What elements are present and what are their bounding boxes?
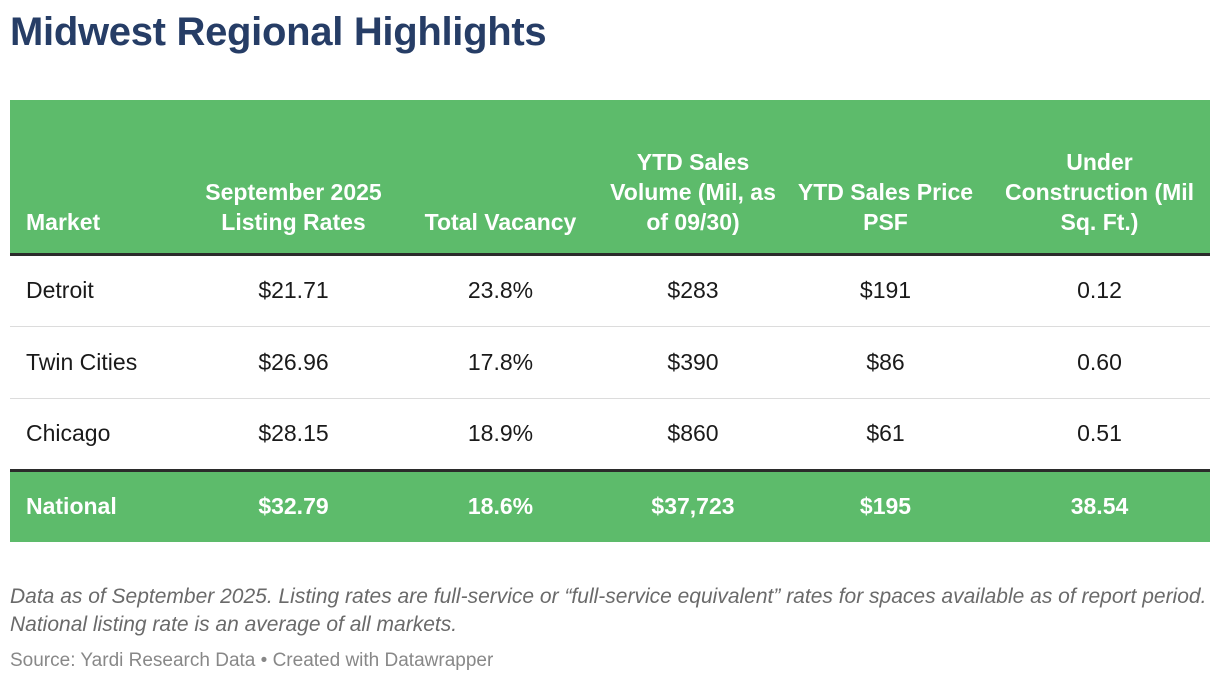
vacancy-cell: 18.6%	[467, 493, 534, 520]
column-header-under-construction: Under Construction (Mil Sq. Ft.)	[989, 100, 1210, 256]
vacancy-cell: 17.8%	[397, 326, 604, 399]
column-header-sales-volume: YTD Sales Volume (Mil, as of 09/30)	[604, 100, 782, 256]
column-header-price-psf: YTD Sales Price PSF	[782, 100, 989, 256]
market-name-cell: Chicago	[10, 398, 190, 472]
table-row-detroit: Detroit $21.71 23.8% $283 $191 0.12	[10, 254, 1210, 327]
table-row-national-total: National $32.79 18.6% $37,723 $195 38.54	[10, 470, 1210, 542]
under-construction-cell: 38.54	[1070, 493, 1129, 520]
under-construction-cell: 0.51	[989, 398, 1210, 472]
sales-volume-cell: $860	[604, 398, 782, 472]
listing-rate-cell: $26.96	[190, 326, 397, 399]
price-psf-cell: $61	[782, 398, 989, 472]
sales-volume-cell: $390	[604, 326, 782, 399]
sales-volume-cell: $283	[604, 254, 782, 327]
data-table: Market September 2025 Listing Rates Tota…	[10, 100, 1210, 542]
price-psf-cell: $86	[782, 326, 989, 399]
listing-rate-cell: $28.15	[190, 398, 397, 472]
column-header-total-vacancy: Total Vacancy	[397, 100, 604, 256]
column-header-listing-rates: September 2025 Listing Rates	[190, 100, 397, 256]
vacancy-cell: 18.9%	[397, 398, 604, 472]
price-psf-cell: $195	[859, 493, 912, 520]
under-construction-cell: 0.60	[989, 326, 1210, 399]
under-construction-cell: 0.12	[989, 254, 1210, 327]
price-psf-cell: $191	[782, 254, 989, 327]
listing-rate-cell: $21.71	[190, 254, 397, 327]
table-header-row: Market September 2025 Listing Rates Tota…	[10, 100, 1210, 256]
market-name-cell: National	[26, 493, 117, 520]
market-name-cell: Twin Cities	[10, 326, 190, 399]
source-credit: Source: Yardi Research Data • Created wi…	[10, 650, 494, 671]
market-name-cell: Detroit	[10, 254, 190, 327]
page-title: Midwest Regional Highlights	[10, 10, 547, 54]
listing-rate-cell: $32.79	[258, 493, 329, 520]
footnote-text: Data as of September 2025. Listing rates…	[10, 585, 1207, 636]
sales-volume-cell: $37,723	[651, 493, 735, 520]
column-header-market: Market	[10, 100, 190, 256]
table-row-chicago: Chicago $28.15 18.9% $860 $61 0.51	[10, 398, 1210, 472]
vacancy-cell: 23.8%	[397, 254, 604, 327]
table-row-twin-cities: Twin Cities $26.96 17.8% $390 $86 0.60	[10, 326, 1210, 399]
